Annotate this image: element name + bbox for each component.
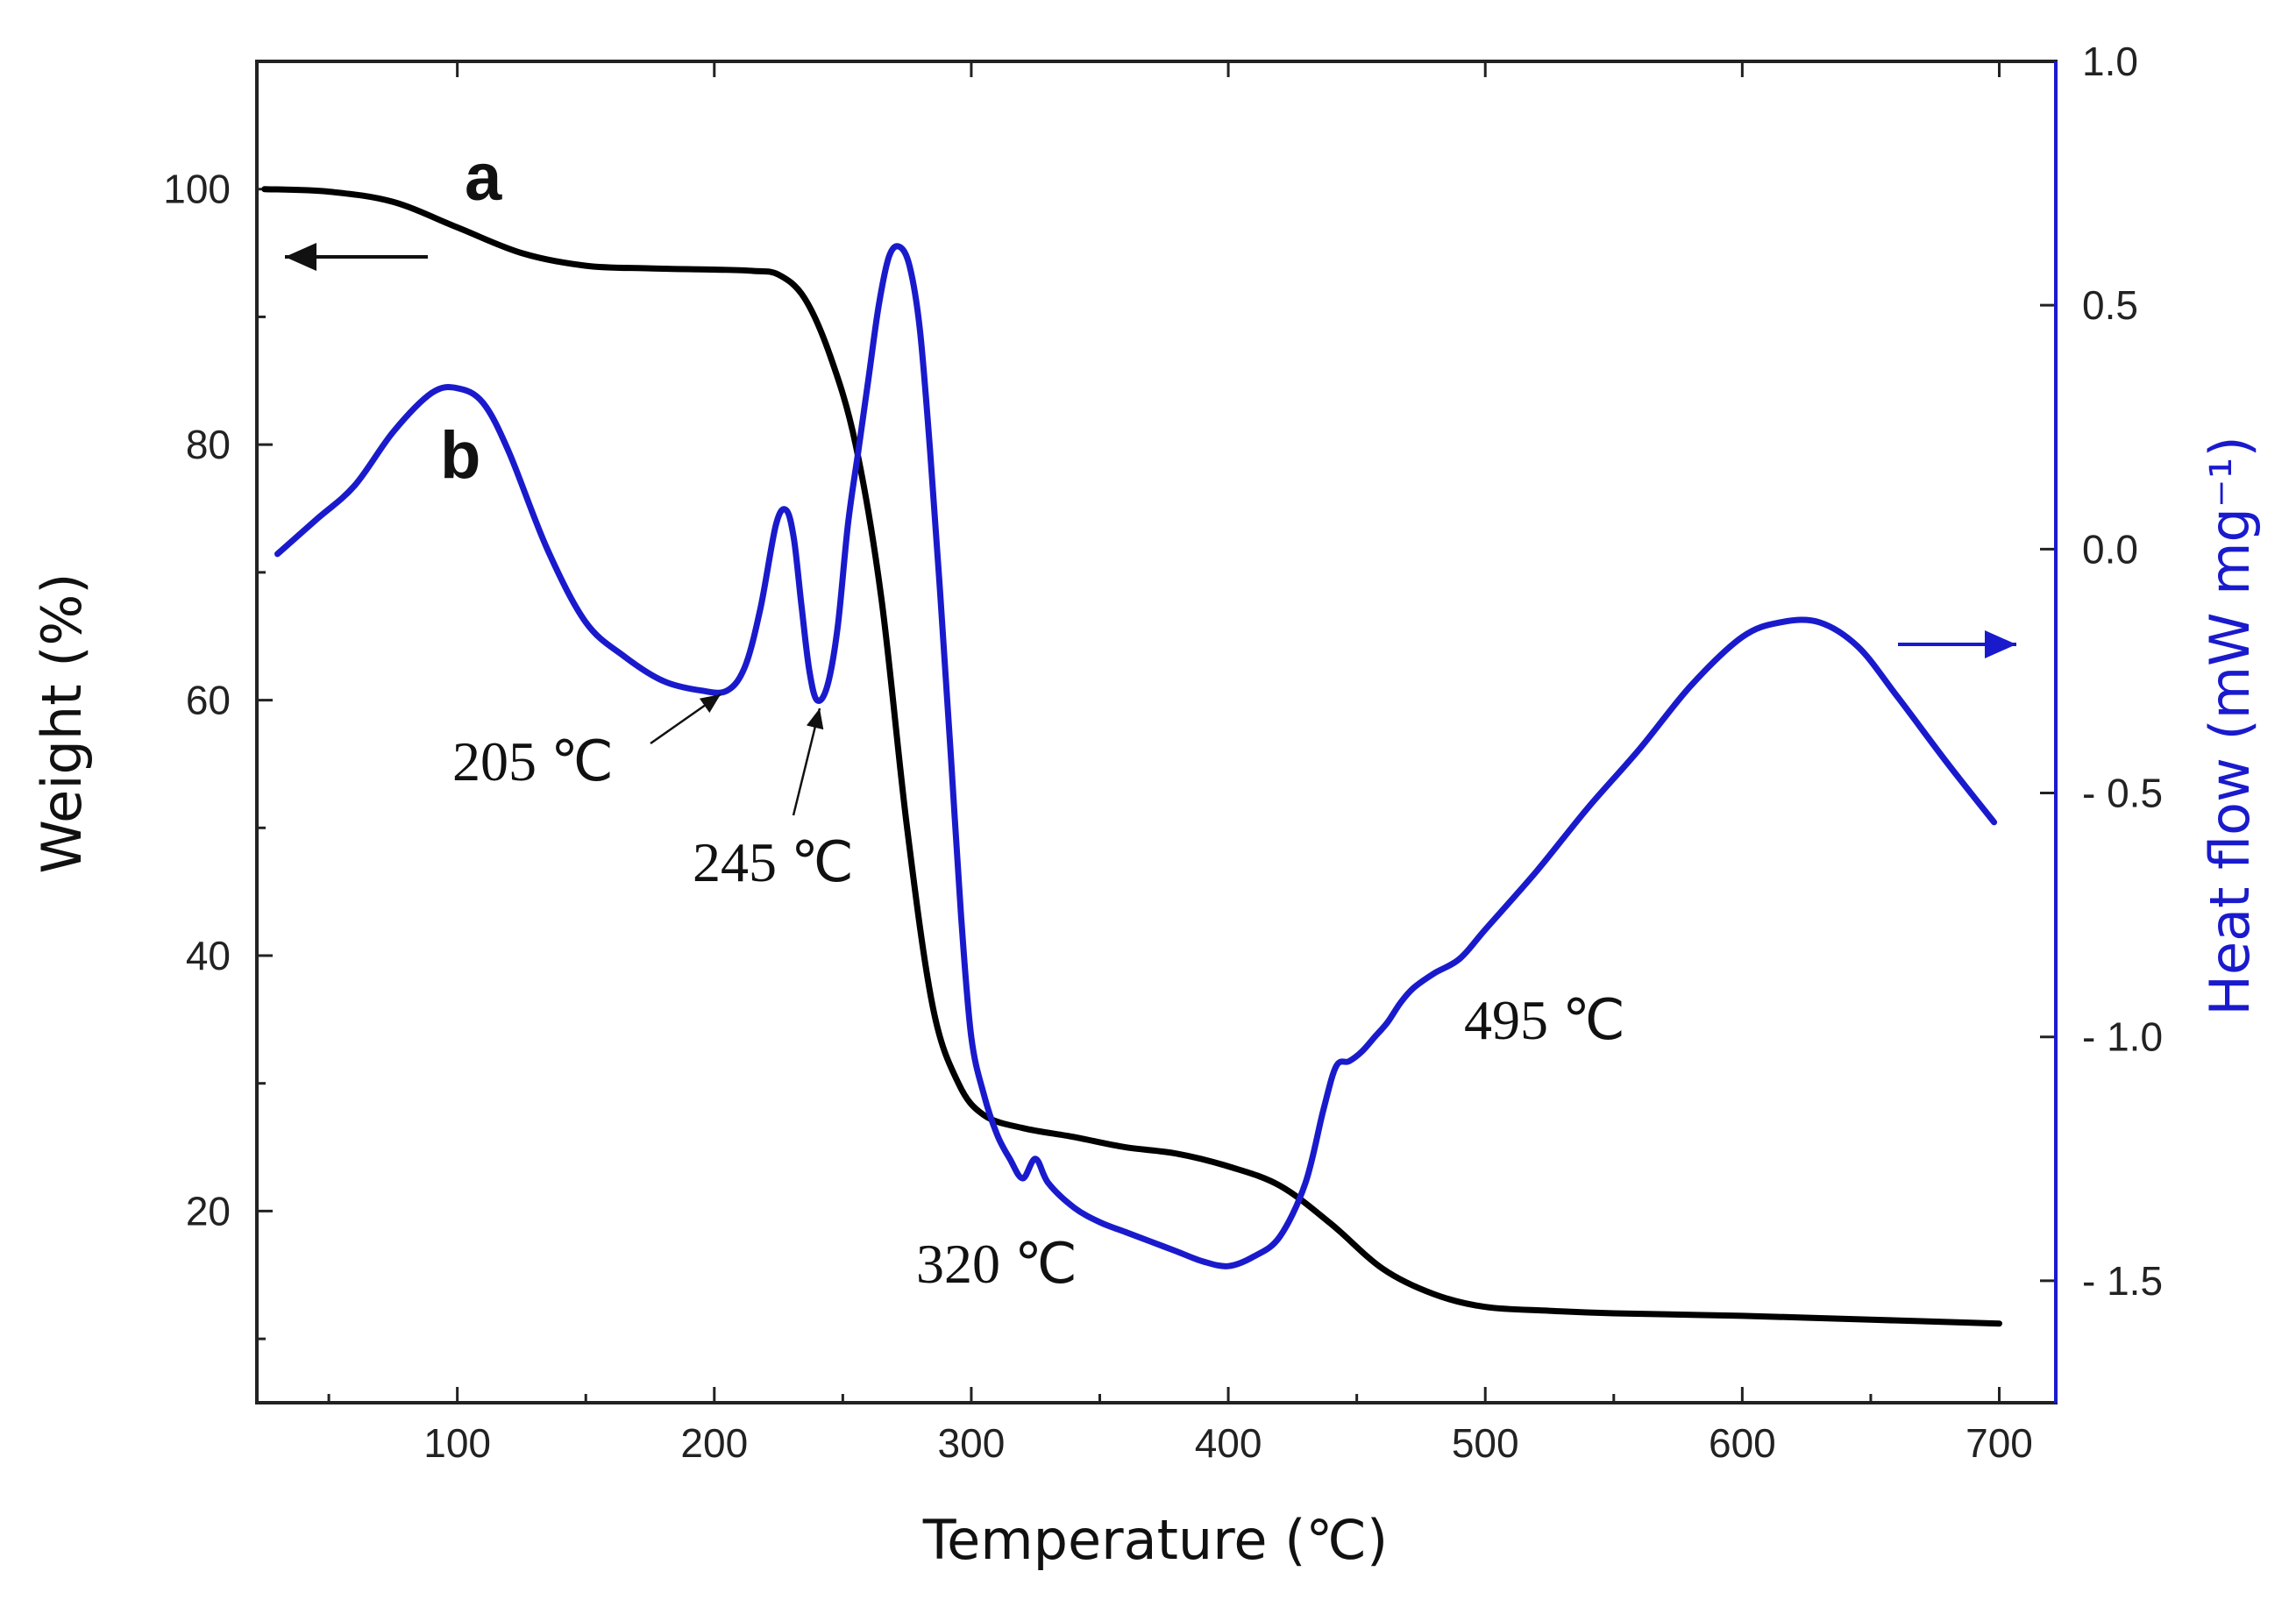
right-tick-label: - 0.5 [2082,771,2163,816]
annotation-arrow-245 [792,708,824,816]
left-tick-label: 60 [186,678,231,723]
right-axis-ticks: 1.0 0.5 0.0 - 0.5 - 1.0 - 1.5 [2040,39,2163,1304]
left-tick-label: 20 [186,1188,231,1234]
x-tick-label: 200 [680,1420,748,1466]
series-label-b: b [440,418,480,493]
right-tick-label: - 1.0 [2082,1014,2163,1060]
series-label-a: a [465,140,502,215]
left-tick-label: 80 [186,422,231,467]
x-axis-title: Temperature (℃) [922,1508,1388,1572]
x-tick-label: 600 [1709,1420,1776,1466]
annotation-320: 320 ℃ [916,1233,1077,1295]
x-tick-label: 500 [1452,1420,1519,1466]
left-tick-label: 40 [186,933,231,978]
right-axis-title: Heat flow (mW mg⁻¹) [2198,436,2262,1015]
x-tick-label: 300 [938,1420,1006,1466]
annotation-arrow-205 [650,693,721,745]
right-tick-label: 0.0 [2082,526,2138,572]
x-axis-ticks: 100 200 300 400 500 600 700 [327,61,2033,1466]
right-tick-label: 1.0 [2082,39,2138,84]
right-tick-label: 0.5 [2082,282,2138,328]
left-axis-title: Weight (%) [30,573,94,874]
right-tick-label: - 1.5 [2082,1258,2163,1304]
annotation-495: 495 ℃ [1464,989,1625,1051]
annotation-205: 205 ℃ [452,730,614,793]
x-tick-label: 400 [1195,1420,1262,1466]
left-tick-label: 100 [163,167,231,212]
x-tick-label: 700 [1965,1420,2033,1466]
x-tick-label: 100 [423,1420,491,1466]
annotation-245: 245 ℃ [693,831,854,893]
heat-flow-curve-b [274,243,1998,1269]
weight-curve-a [261,186,2002,1327]
